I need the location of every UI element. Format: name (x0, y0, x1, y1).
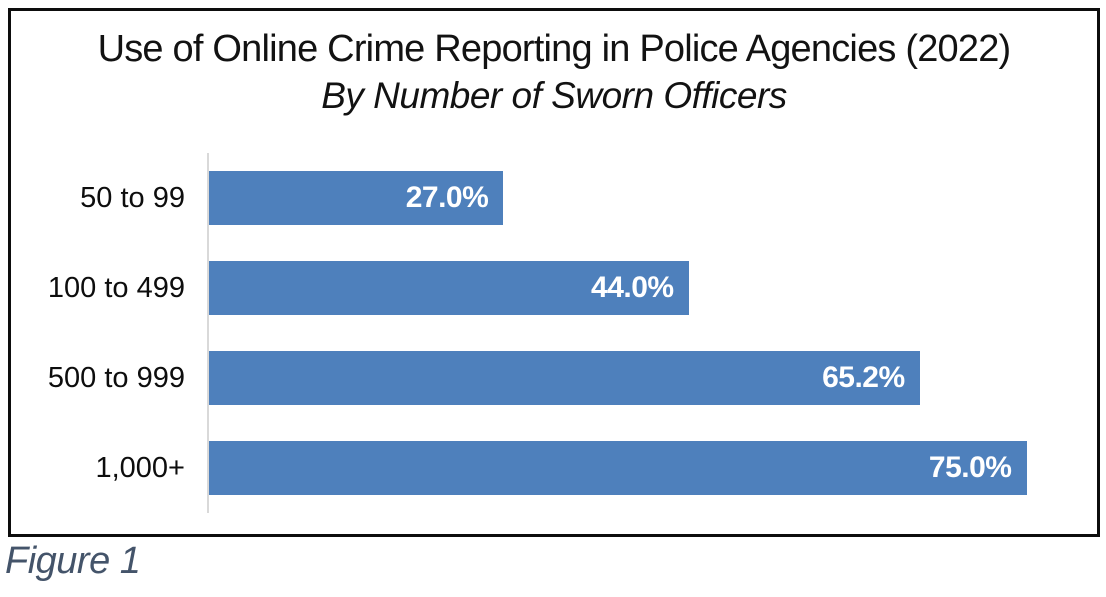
chart-frame: Use of Online Crime Reporting in Police … (8, 8, 1100, 537)
bar-100-to-499: 44.0% (209, 261, 689, 315)
figure-caption: Figure 1 (5, 540, 141, 582)
category-axis: 50 to 99 100 to 499 500 to 999 1,000+ (11, 153, 207, 513)
category-label: 500 to 999 (47, 361, 185, 394)
chart-subtitle: By Number of Sworn Officers (321, 75, 787, 116)
bar-value-label: 75.0% (928, 451, 1012, 484)
bar-row: 27.0% (209, 153, 1081, 243)
bar-1000-plus: 75.0% (209, 441, 1027, 495)
plot-area: 50 to 99 100 to 499 500 to 999 1,000+ 27… (11, 153, 1081, 513)
y-axis-line: 27.0% 44.0% 65.2% 75.0% (207, 153, 1081, 513)
bar-value-label: 27.0% (405, 181, 489, 214)
bar-500-to-999: 65.2% (209, 351, 920, 405)
bar-value-label: 65.2% (822, 361, 905, 394)
chart-title: Use of Online Crime Reporting in Police … (97, 28, 1012, 70)
category-label: 1,000+ (95, 451, 185, 484)
category-label: 50 to 99 (80, 181, 185, 214)
bar-50-to-99: 27.0% (209, 171, 504, 225)
bar-row: 44.0% (209, 243, 1081, 333)
bar-row: 75.0% (209, 423, 1081, 513)
chart-header: Use of Online Crime Reporting in Police … (11, 11, 1097, 119)
bar-row: 65.2% (209, 333, 1081, 423)
bar-value-label: 44.0% (591, 271, 674, 304)
category-label: 100 to 499 (47, 271, 185, 304)
